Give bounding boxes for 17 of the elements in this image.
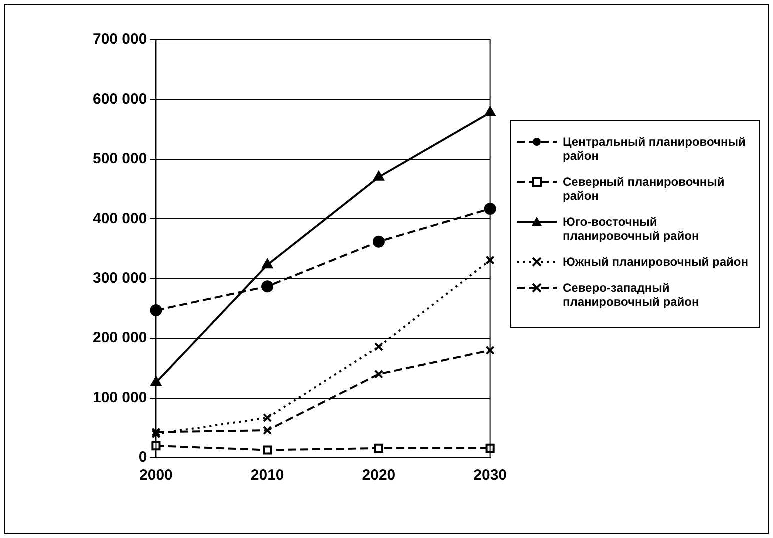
y-tick-label: 500 000 <box>92 150 148 168</box>
legend-label: Северный планировочный район <box>563 175 726 203</box>
y-tick-label: 300 000 <box>92 270 148 287</box>
x-tick-label: 2030 <box>474 467 508 484</box>
y-tick-label: 400 000 <box>92 210 148 228</box>
y-tick-label: 0 <box>138 449 148 466</box>
y-tick-label: 700 000 <box>92 31 148 48</box>
x-tick-label: 2000 <box>140 467 173 484</box>
legend-label: Южный планировочный район <box>563 255 748 269</box>
y-tick-label: 600 000 <box>92 90 148 108</box>
y-tick-label: 100 000 <box>92 389 148 406</box>
legend-label: Центральный планировочный район <box>563 135 747 163</box>
y-tick-label: 200 000 <box>92 330 148 347</box>
legend-label: Северо-западный планировочный район <box>563 281 700 309</box>
legend-label: Юго-восточный планировочный район <box>563 215 700 243</box>
x-tick-label: 2020 <box>362 467 396 484</box>
x-tick-label: 2010 <box>250 467 284 484</box>
